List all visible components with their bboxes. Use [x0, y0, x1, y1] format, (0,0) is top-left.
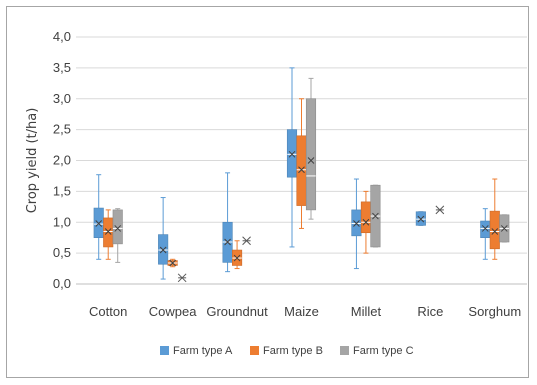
- box-farm-type-a-sorghum: [480, 208, 491, 260]
- y-tick-label: 1,5: [53, 183, 71, 198]
- mean-marker: [114, 225, 122, 232]
- mean-marker: [362, 218, 370, 226]
- mean-marker: [417, 215, 425, 223]
- x-tick-label: Millet: [351, 304, 382, 319]
- mean-marker: [104, 228, 112, 235]
- legend-label: Farm type A: [173, 345, 233, 357]
- legend-swatch: [340, 346, 349, 355]
- box-farm-type-c-maize: [305, 77, 317, 220]
- mean-marker: [372, 212, 379, 220]
- box-farm-type-a-rice: [415, 211, 426, 226]
- y-axis-label: Crop yield (t/ha): [25, 108, 40, 214]
- box-farm-type-c-rice: [435, 205, 445, 215]
- x-tick-label: Groundnut: [206, 304, 268, 319]
- box-farm-type-c-sorghum: [499, 214, 510, 243]
- x-tick-label: Cowpea: [149, 304, 197, 319]
- y-tick-label: 3,0: [53, 91, 71, 106]
- x-tick-label: Maize: [284, 304, 319, 319]
- box-farm-type-a-cotton: [93, 174, 104, 260]
- legend-swatch: [160, 346, 169, 355]
- legend-label: Farm type C: [353, 345, 414, 357]
- box-series: [93, 67, 510, 283]
- box-body: [480, 220, 491, 238]
- box-farm-type-c-cotton: [112, 208, 123, 263]
- box-farm-type-a-cowpea: [158, 197, 169, 280]
- x-axis-ticks: Cotton Cowpea Groundnut Maize Millet Rice Sorg…: [89, 304, 521, 319]
- y-tick-label: 1,0: [53, 214, 71, 229]
- x-tick-label: Sorghum: [468, 304, 521, 319]
- mean-marker: [169, 259, 176, 267]
- y-tick-label: 0,0: [53, 276, 71, 291]
- mean-marker: [233, 254, 241, 262]
- box-farm-type-a-groundnut: [222, 172, 233, 273]
- y-tick-label: 0,5: [53, 245, 71, 260]
- mean-marker: [353, 220, 360, 227]
- box-farm-type-b-groundnut: [232, 240, 243, 270]
- box-farm-type-c-millet: [370, 184, 381, 248]
- box-farm-type-b-millet: [360, 190, 371, 254]
- legend-label: Farm type B: [263, 345, 323, 357]
- box-farm-type-a-maize: [286, 67, 298, 248]
- mean-marker: [481, 225, 489, 232]
- box-farm-type-c-groundnut: [242, 236, 251, 246]
- box-body: [112, 209, 123, 245]
- mean-marker: [224, 238, 231, 246]
- box-farm-type-b-cotton: [103, 209, 114, 260]
- box-body: [296, 135, 307, 206]
- box-farm-type-c-cowpea: [177, 273, 187, 283]
- box-body: [305, 98, 317, 211]
- x-tick-label: Rice: [417, 304, 443, 319]
- box-farm-type-b-maize: [296, 98, 307, 229]
- mean-marker: [298, 166, 305, 174]
- box-body: [489, 210, 500, 250]
- y-tick-label: 4,0: [53, 29, 71, 44]
- mean-marker: [491, 228, 499, 235]
- box-farm-type-b-cowpea: [167, 258, 178, 268]
- box-body: [286, 129, 298, 178]
- y-tick-label: 3,5: [53, 60, 71, 75]
- mean-marker: [307, 157, 315, 164]
- legend-swatch: [250, 346, 259, 355]
- box-farm-type-a-millet: [351, 178, 362, 270]
- y-tick-label: 2,5: [53, 122, 71, 137]
- box-body: [360, 201, 371, 234]
- box-farm-type-b-sorghum: [489, 178, 500, 260]
- mean-marker: [288, 150, 296, 158]
- x-tick-label: Cotton: [89, 304, 127, 319]
- y-axis-ticks: 0,0 0,5 1,0 1,5 2,0 2,5 3,0 3,5 4,0: [53, 29, 71, 291]
- mean-marker: [159, 246, 167, 254]
- box-body: [103, 217, 114, 248]
- legend: Farm type A Farm type B Farm type C: [160, 345, 414, 357]
- y-tick-label: 2,0: [53, 153, 71, 168]
- mean-marker: [95, 220, 103, 227]
- mean-marker: [500, 225, 508, 232]
- gridlines: [76, 36, 527, 285]
